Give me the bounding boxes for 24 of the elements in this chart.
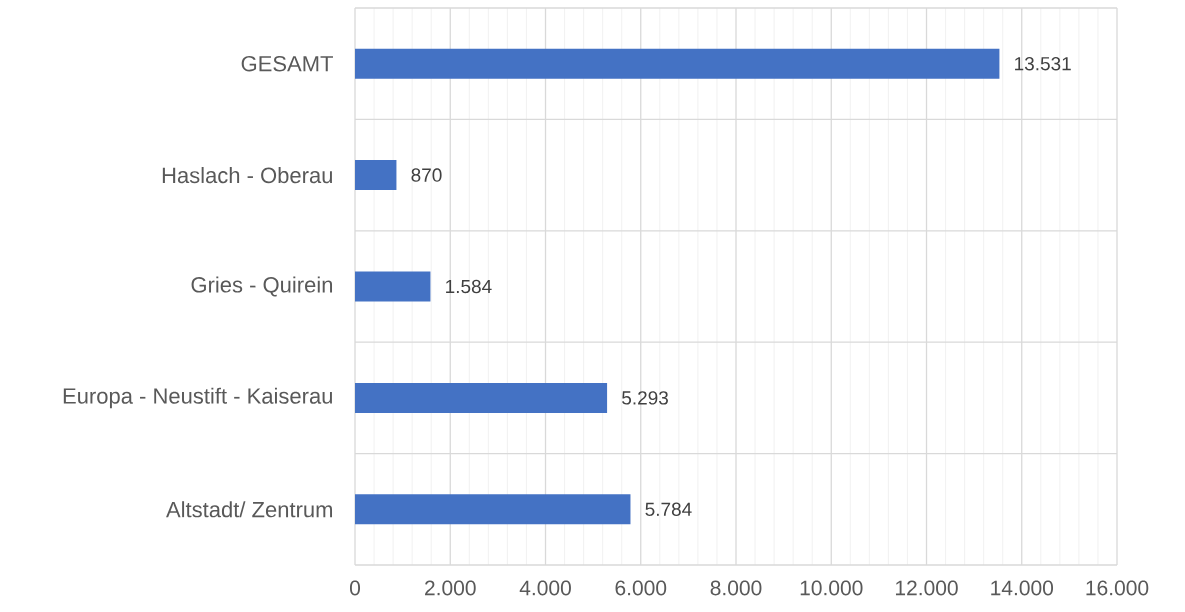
x-tick-label: 4.000 [519,580,571,596]
x-tick-label: 12.000 [895,580,958,596]
data-label: 5.784 [645,502,692,517]
data-label: 870 [411,168,442,182]
y-tick-label: GESAMT [241,55,333,72]
bar [355,160,397,191]
x-tick-label: 10.000 [800,580,863,596]
x-tick-label: 2.000 [425,580,476,596]
data-label: 13.531 [1015,56,1071,71]
x-tick-label: 6.000 [615,580,667,596]
y-tick-label: Haslach - Oberau [162,167,332,184]
y-tick-label: Altstadt/ Zentrum [166,501,333,518]
y-tick-label: Europa - Neustift - Kaiserau [63,387,332,409]
bar [355,494,631,525]
data-label: 1.584 [446,279,492,294]
x-tick-label: 14.000 [991,580,1054,596]
y-tick-label: Gries - Quirein [191,276,333,297]
bar [355,48,1000,79]
bar [355,271,431,302]
x-tick-label: 0 [349,580,361,596]
data-label: 5.293 [622,391,668,405]
bar [355,382,608,413]
x-tick-label: 8.000 [710,580,762,596]
x-tick-label: 16.000 [1086,580,1149,596]
